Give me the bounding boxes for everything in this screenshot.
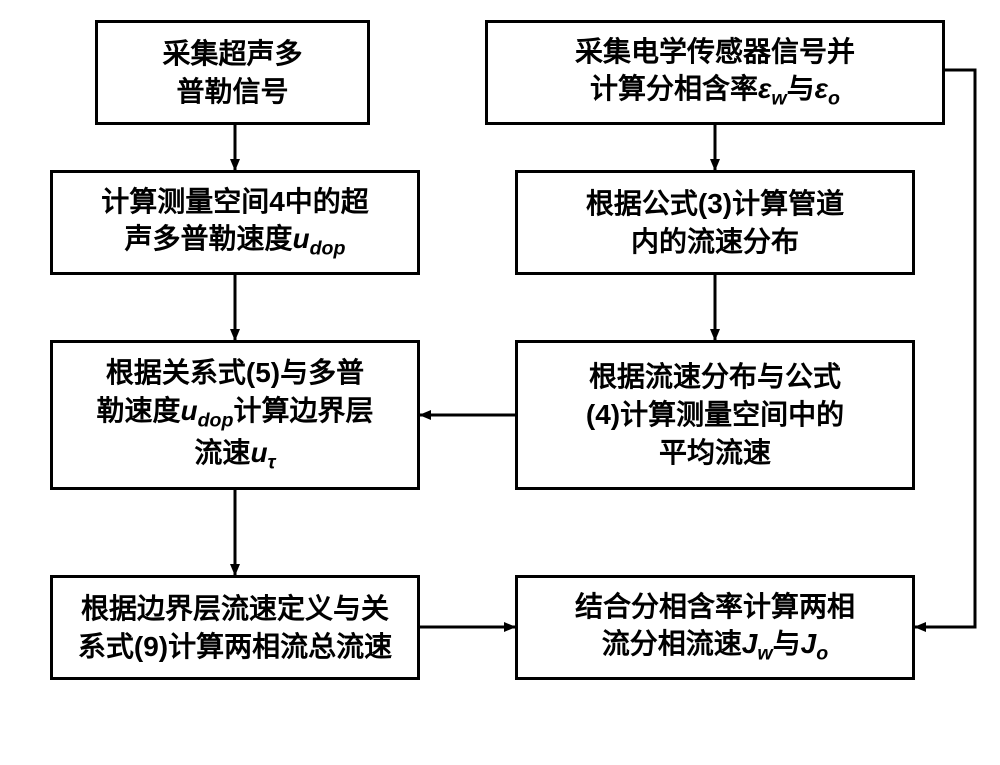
flowchart-node-L1: 采集超声多普勒信号	[95, 20, 370, 125]
flowchart-node-L2: 计算测量空间4中的超声多普勒速度udop	[50, 170, 420, 275]
flowchart-node-R1: 采集电学传感器信号并计算分相含率εw与εo	[485, 20, 945, 125]
flowchart-node-R3: 根据流速分布与公式(4)计算测量空间中的平均流速	[515, 340, 915, 490]
node-label: 结合分相含率计算两相流分相流速Jw与Jo	[575, 588, 855, 668]
node-label: 计算测量空间4中的超声多普勒速度udop	[101, 183, 369, 263]
flowchart-node-R5: 结合分相含率计算两相流分相流速Jw与Jo	[515, 575, 915, 680]
flowchart-node-L3: 根据关系式(5)与多普勒速度udop计算边界层流速uτ	[50, 340, 420, 490]
node-label: 采集电学传感器信号并计算分相含率εw与εo	[575, 33, 855, 113]
edge-R1-R5	[915, 70, 975, 627]
flowchart-node-R2: 根据公式(3)计算管道内的流速分布	[515, 170, 915, 275]
flowchart-canvas: 采集超声多普勒信号计算测量空间4中的超声多普勒速度udop 根据关系式(5)与多普…	[0, 0, 1000, 765]
flowchart-node-L4: 根据边界层流速定义与关系式(9)计算两相流总流速	[50, 575, 420, 680]
node-label: 根据流速分布与公式(4)计算测量空间中的平均流速	[586, 358, 844, 471]
node-label: 根据边界层流速定义与关系式(9)计算两相流总流速	[78, 590, 392, 666]
node-label: 根据公式(3)计算管道内的流速分布	[586, 185, 844, 261]
node-label: 采集超声多普勒信号	[162, 35, 302, 111]
node-label: 根据关系式(5)与多普勒速度udop计算边界层流速uτ	[96, 354, 373, 476]
